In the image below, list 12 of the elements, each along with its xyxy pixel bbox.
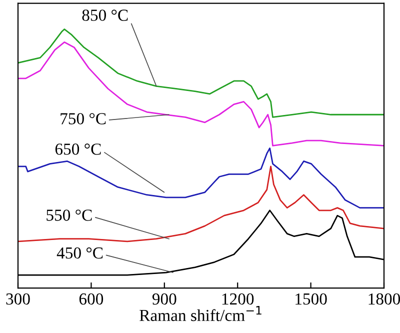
annotation: 750 °C [60,113,106,124]
annotation: 450 °C [56,247,103,259]
annotation: 650 °C [55,144,101,155]
x-axis-title: Raman shift/cm$^{−1}$ [140,306,262,322]
annotation: 550 °C [46,210,92,221]
x-tick-label: 300 [6,293,30,305]
x-tick-label: 900 [152,293,176,305]
annotation: 850 °C [82,10,128,21]
x-tick-label: 1200 [222,293,254,305]
x-tick-label: 600 [79,293,104,305]
x-tick-label: 1500 [296,293,327,305]
x-tick-label: 1800 [368,293,400,305]
